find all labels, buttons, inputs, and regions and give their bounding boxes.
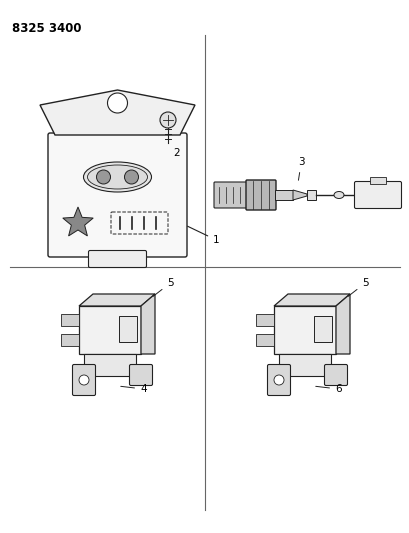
- FancyBboxPatch shape: [72, 365, 95, 395]
- Circle shape: [96, 170, 110, 184]
- Ellipse shape: [83, 162, 151, 192]
- Circle shape: [273, 375, 283, 385]
- Text: 3: 3: [297, 157, 304, 180]
- Circle shape: [124, 170, 138, 184]
- FancyBboxPatch shape: [88, 251, 146, 268]
- Polygon shape: [79, 294, 155, 306]
- Bar: [61, 334, 79, 346]
- Circle shape: [107, 93, 127, 113]
- FancyBboxPatch shape: [84, 354, 136, 376]
- Bar: [306, 190, 315, 200]
- Text: 5: 5: [153, 278, 173, 296]
- Bar: [119, 316, 137, 342]
- Ellipse shape: [87, 165, 147, 189]
- Bar: [313, 316, 331, 342]
- Text: 1: 1: [187, 226, 219, 245]
- FancyBboxPatch shape: [267, 365, 290, 395]
- Text: 2: 2: [173, 148, 179, 158]
- Text: 5: 5: [347, 278, 368, 296]
- FancyBboxPatch shape: [354, 182, 400, 208]
- FancyBboxPatch shape: [278, 354, 330, 376]
- FancyBboxPatch shape: [129, 365, 152, 385]
- FancyBboxPatch shape: [273, 306, 335, 354]
- Polygon shape: [63, 207, 93, 236]
- FancyBboxPatch shape: [324, 365, 347, 385]
- FancyBboxPatch shape: [213, 182, 247, 208]
- Polygon shape: [40, 90, 195, 135]
- Text: 6: 6: [315, 384, 341, 394]
- Text: 8325 3400: 8325 3400: [12, 22, 81, 35]
- Polygon shape: [335, 294, 349, 354]
- Bar: [255, 334, 273, 346]
- Polygon shape: [273, 294, 349, 306]
- Polygon shape: [141, 294, 155, 354]
- Polygon shape: [292, 190, 306, 200]
- Bar: [369, 177, 385, 184]
- Text: 4: 4: [121, 384, 146, 394]
- FancyBboxPatch shape: [245, 180, 275, 210]
- Bar: [255, 314, 273, 326]
- Bar: [61, 314, 79, 326]
- FancyBboxPatch shape: [48, 133, 187, 257]
- Circle shape: [160, 112, 175, 128]
- FancyBboxPatch shape: [79, 306, 141, 354]
- Ellipse shape: [333, 191, 343, 198]
- FancyBboxPatch shape: [274, 190, 292, 200]
- Circle shape: [79, 375, 89, 385]
